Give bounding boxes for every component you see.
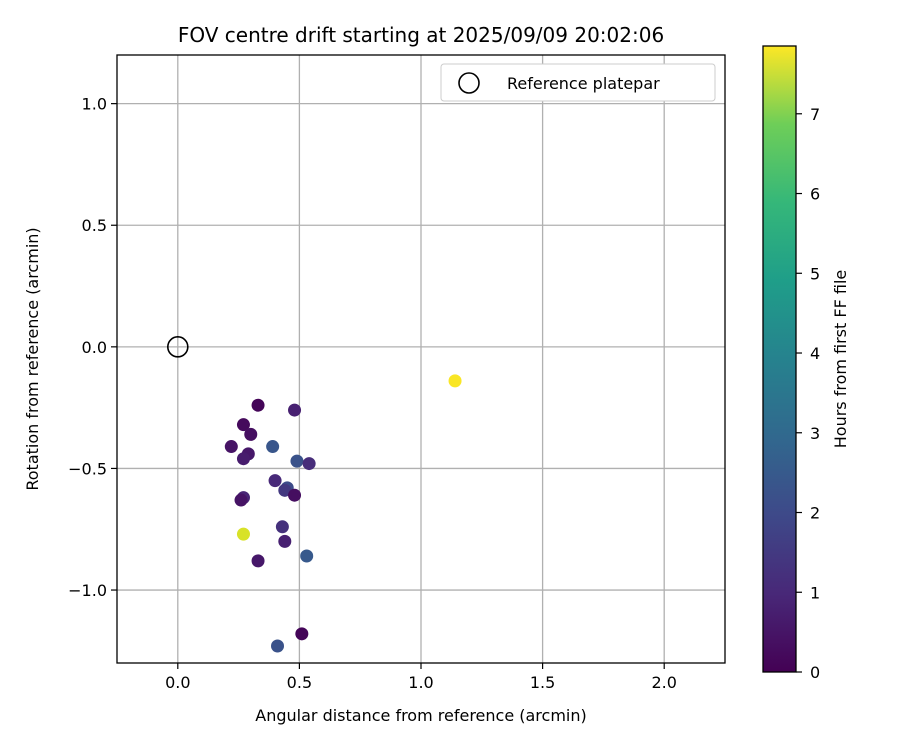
x-tick-label: 1.5: [530, 673, 555, 692]
grid-lines: [117, 55, 725, 663]
scatter-point: [288, 488, 302, 502]
colorbar-gradient: [762, 45, 797, 673]
colorbar-title: Hours from first FF file: [831, 270, 850, 449]
y-tick-label: 1.0: [82, 95, 107, 114]
scatter-point: [448, 374, 462, 388]
scatter-point: [236, 452, 250, 466]
colorbar-tick-label: 7: [810, 105, 820, 124]
colorbar-tick-label: 4: [810, 344, 820, 363]
x-axis-ticks: 0.0 0.5 1.0 1.5 2.0: [165, 663, 677, 692]
colorbar: 0 1 2 3 4 5 6 7 Hours from first FF file: [762, 45, 850, 682]
x-tick-label: 0.5: [287, 673, 312, 692]
legend: Reference platepar: [440, 63, 716, 102]
y-axis-title: Rotation from reference (arcmin): [23, 227, 42, 490]
scatter-point: [266, 440, 280, 454]
x-tick-label: 1.0: [408, 673, 433, 692]
y-tick-label: −1.0: [68, 581, 107, 600]
y-tick-label: 0.0: [82, 338, 107, 357]
scatter-point: [271, 639, 285, 653]
y-tick-label: −0.5: [68, 459, 107, 478]
y-tick-label: 0.5: [82, 216, 107, 235]
scatter-point: [275, 520, 289, 534]
colorbar-tick-label: 0: [810, 663, 820, 682]
scatter-point: [300, 549, 314, 563]
scatter-point: [236, 527, 250, 541]
colorbar-tick-label: 5: [810, 264, 820, 283]
reference-point-marker: [167, 336, 189, 358]
scatter-point: [234, 493, 248, 507]
scatter-point: [278, 483, 292, 497]
chart-title: FOV centre drift starting at 2025/09/09 …: [178, 23, 664, 47]
y-axis-ticks: 1.0 0.5 0.0 −0.5 −1.0: [68, 95, 117, 600]
reference-marker-group: [167, 336, 189, 358]
legend-box: [440, 63, 716, 102]
scatter-point: [244, 427, 258, 441]
legend-label: Reference platepar: [507, 74, 660, 93]
colorbar-tick-label: 2: [810, 504, 820, 523]
scatter-point: [290, 454, 304, 468]
scatter-point: [295, 627, 309, 641]
scatter-point: [288, 403, 302, 417]
scatter-point: [302, 457, 316, 471]
scatter-point: [268, 474, 282, 488]
colorbar-tick-label: 6: [810, 185, 820, 204]
scatter-point: [224, 440, 238, 454]
colorbar-tick-label: 1: [810, 583, 820, 602]
colorbar-ticks: 0 1 2 3 4 5 6 7: [796, 105, 820, 682]
legend-reference-marker: [458, 72, 480, 94]
scatter-point: [251, 554, 265, 568]
colorbar-tick-label: 3: [810, 424, 820, 443]
scatter-point: [251, 398, 265, 412]
scatter-point: [236, 418, 250, 432]
scatter-points: [224, 374, 462, 653]
x-tick-label: 2.0: [651, 673, 676, 692]
x-axis-title: Angular distance from reference (arcmin): [255, 706, 586, 725]
x-tick-label: 0.0: [165, 673, 190, 692]
scatter-point: [278, 534, 292, 548]
